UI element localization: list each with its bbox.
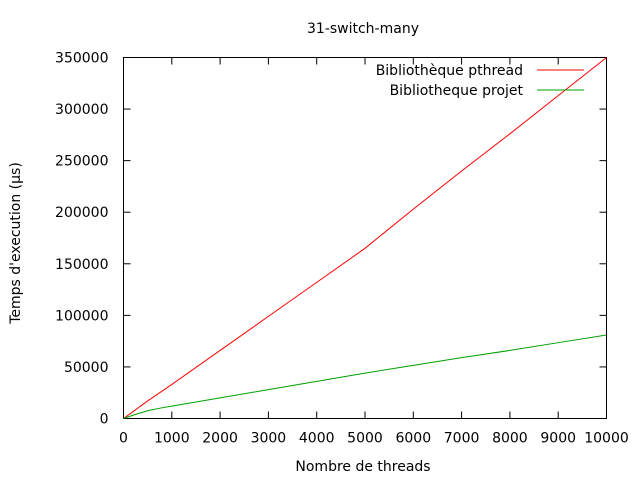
series-line-1 (123, 334, 607, 419)
x-tick-label: 4000 (299, 431, 335, 447)
x-tick-label: 9000 (540, 431, 576, 447)
y-axis-label: Temps d'execution (µs) (8, 162, 24, 325)
y-tick-label: 200000 (55, 205, 108, 221)
x-tick-label: 0 (119, 431, 128, 447)
y-tick-label: 0 (100, 412, 109, 428)
y-tick-label: 100000 (55, 308, 108, 324)
series-layer (123, 57, 607, 419)
series-line-0 (123, 57, 607, 419)
legend-label-0: Bibliothèque pthread (376, 63, 523, 79)
y-tick-label: 150000 (55, 257, 108, 273)
axis-ticks: 0 1000 2000 3000 4000 5000 6000 7000 8000 9000 100… (55, 51, 629, 447)
x-tick-label: 3000 (251, 431, 287, 447)
legend-label-1: Bibliotheque projet (390, 83, 524, 99)
x-tick-label: 8000 (492, 431, 528, 447)
y-tick-label: 50000 (64, 360, 109, 376)
y-tick-label: 350000 (55, 51, 108, 67)
x-tick-label: 6000 (395, 431, 431, 447)
x-tick-label: 7000 (444, 431, 480, 447)
y-tick-label: 300000 (55, 102, 108, 118)
x-tick-label: 1000 (154, 431, 190, 447)
legend: Bibliothèque pthread Bibliotheque projet (376, 63, 584, 99)
x-tick-label: 5000 (347, 431, 383, 447)
x-tick-label: 2000 (202, 431, 238, 447)
chart-title: 31-switch-many (307, 21, 419, 37)
x-axis-label: Nombre de threads (295, 459, 430, 475)
x-tick-label: 10000 (584, 431, 629, 447)
plot-frame (123, 57, 607, 419)
y-tick-label: 250000 (55, 154, 108, 170)
